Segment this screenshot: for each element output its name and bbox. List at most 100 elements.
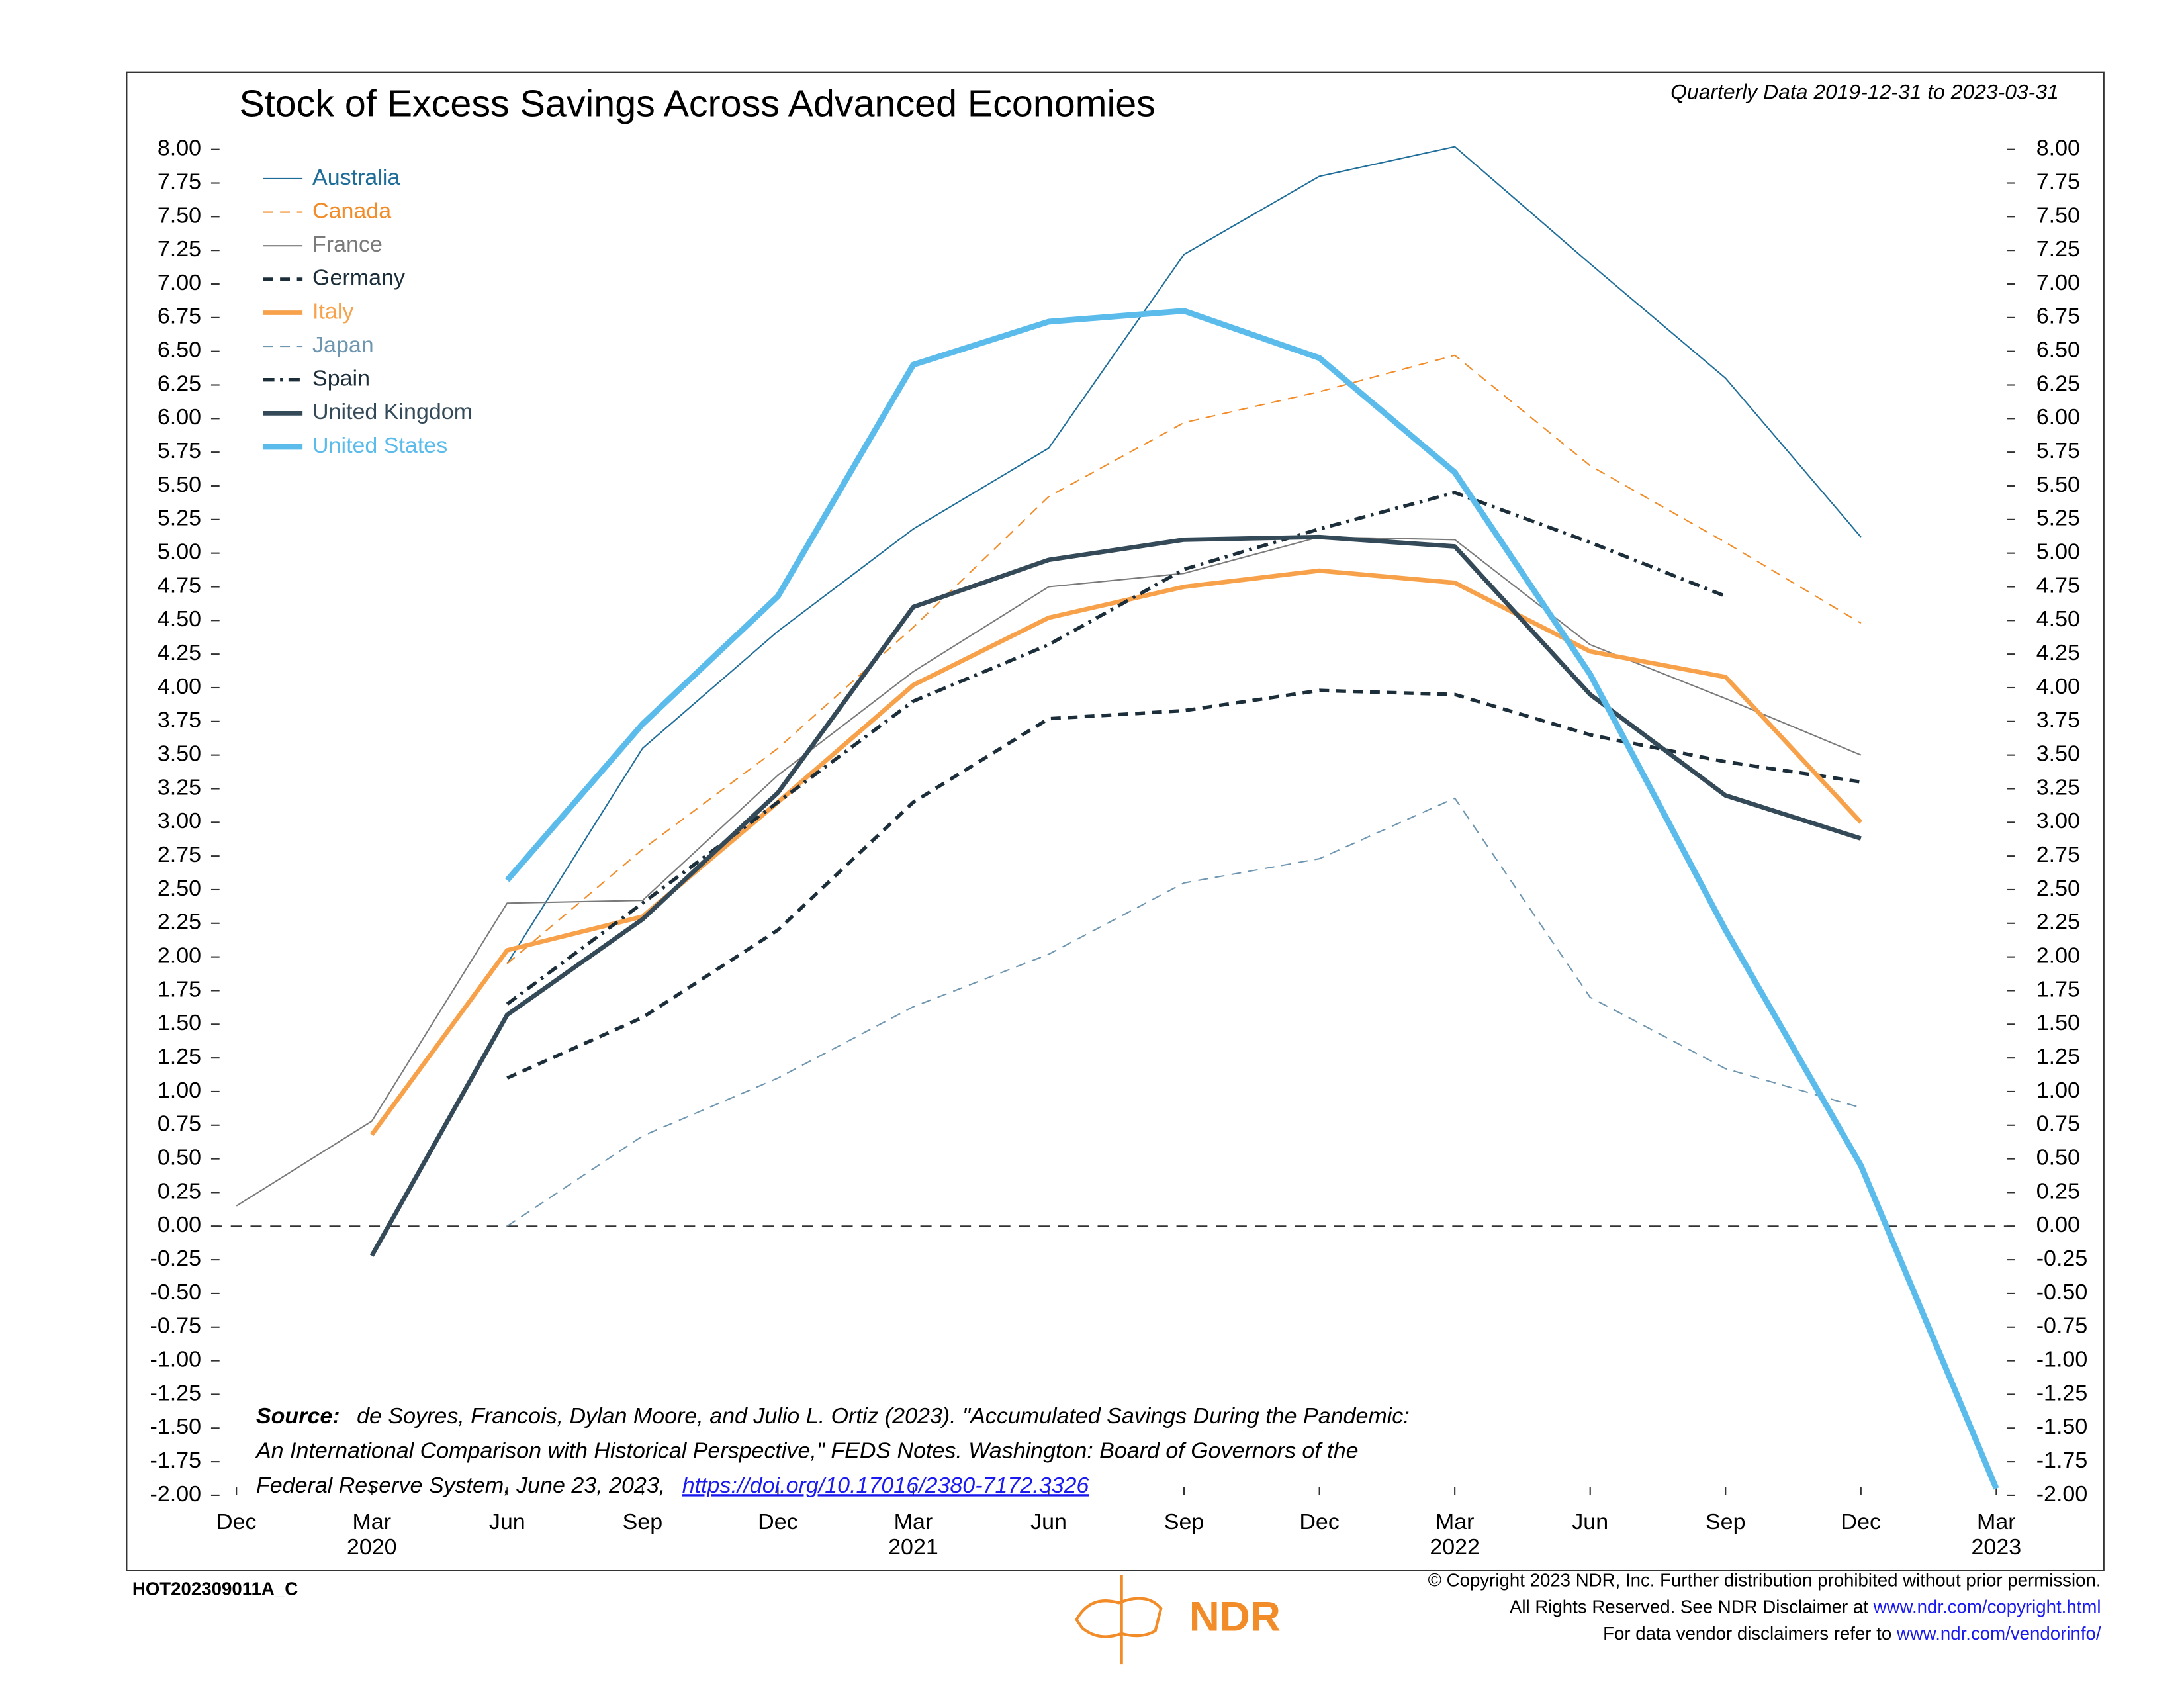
y-tick-label: -0.50 [150,1280,202,1305]
y2-tick-label: -0.25 [2036,1246,2088,1271]
series-line [506,354,1862,964]
frame [126,71,2105,1571]
y2-tick-label: 6.25 [2036,371,2080,397]
x-tick-label: Jun [489,1509,525,1534]
chart-title: Stock of Excess Savings Across Advanced … [239,83,1155,125]
y2-tick-label: -0.75 [2036,1313,2088,1338]
y-tick-label: 6.50 [158,338,201,363]
x-year-label: 2020 [347,1534,397,1560]
series-line [236,536,1862,1207]
y2-tick-label: 5.00 [2036,539,2080,565]
series-line [504,308,1999,1490]
y2-tick-label: 6.75 [2036,304,2080,329]
y-tick-label: 3.25 [158,775,201,800]
legend-label: Italy [312,299,353,324]
y2-tick-label: 2.50 [2036,876,2080,901]
y-tick-label: 0.25 [158,1178,201,1203]
legend-label: Canada [312,199,391,224]
y2-tick-label: 1.00 [2036,1078,2080,1103]
y-tick-label: 3.50 [158,741,201,767]
y2-tick-label: 1.25 [2036,1044,2080,1069]
source-note: Federal Reserve System, June 23, 2023, ht… [256,1473,1089,1498]
source-text: An International Comparison with Histori… [255,1438,1359,1464]
copyright-link: www.ndr.com/vendorinfo/ [1896,1623,2101,1644]
source-link: https://doi.org/10.17016/2380-7172.3326 [682,1473,1089,1498]
y2-tick-label: 3.75 [2036,708,2080,733]
y-tick-label: 5.75 [158,438,201,463]
y2-tick-label: 6.00 [2036,404,2080,430]
y-tick-label: 2.00 [158,943,201,968]
y2-tick-label: 5.50 [2036,472,2080,497]
source-note: Source: de Soyres, Francois, Dylan Moore,… [256,1403,1410,1429]
series-line [506,688,1862,1080]
x-tick-label: Dec [1841,1509,1882,1534]
y-tick-label: 1.00 [158,1078,201,1103]
y2-tick-label: 7.75 [2036,169,2080,195]
y-tick-label: 4.75 [158,573,201,598]
logo: NDR [1189,1593,1281,1640]
y-tick-label: -0.75 [150,1313,202,1338]
y-tick-label: 1.25 [158,1044,201,1069]
y-tick-label: -1.50 [150,1414,202,1439]
y2-tick-label: 1.75 [2036,977,2080,1002]
y-tick-label: 6.25 [158,371,201,397]
y2-tick-label: 4.25 [2036,640,2080,665]
y-tick-label: 7.50 [158,203,201,228]
y2-tick-label: -1.00 [2036,1347,2088,1372]
y2-tick-label: 5.75 [2036,438,2080,463]
series-line [506,491,1727,1006]
copyright-text: All Rights Reserved. See NDR Disclaimer … [1510,1597,1874,1617]
y-tick-label: 7.75 [158,169,201,195]
y-tick-label: 4.25 [158,640,201,665]
y2-tick-label: 8.00 [2036,136,2080,161]
series-line [506,146,1862,964]
y2-tick-label: 3.00 [2036,808,2080,833]
x-tick-label: Dec [216,1509,257,1534]
legend-label: Spain [312,366,370,391]
y2-tick-label: 3.25 [2036,775,2080,800]
y2-tick-label: 2.75 [2036,842,2080,867]
y-tick-label: 5.25 [158,506,201,531]
series-line [370,568,1863,1137]
y2-tick-label: 4.00 [2036,674,2080,699]
x-tick-label: Dec [1299,1509,1340,1534]
y2-tick-label: 2.00 [2036,943,2080,968]
x-tick-label: Sep [1164,1509,1205,1534]
y2-tick-label: 7.00 [2036,270,2080,295]
y2-tick-label: -1.75 [2036,1448,2088,1473]
y-tick-label: -2.00 [150,1481,202,1507]
source-note: An International Comparison with Histori… [255,1438,1359,1464]
x-year-label: 2022 [1430,1534,1480,1560]
y-tick-label: 6.00 [158,404,201,430]
y-tick-label: 6.75 [158,304,201,329]
y-tick-label: 8.00 [158,136,201,161]
chart-code: HOT202309011A_C [132,1579,298,1599]
y2-tick-label: 4.50 [2036,606,2080,632]
copyright-text: For data vendor disclaimers refer to [1603,1623,1897,1644]
series-line [369,534,1862,1257]
y2-tick-label: 6.50 [2036,338,2080,363]
y-tick-label: 4.50 [158,606,201,632]
y2-tick-label: 7.50 [2036,203,2080,228]
legend-label: United Kingdom [312,399,473,424]
source-text: de Soyres, Francois, Dylan Moore, and Ju… [357,1403,1410,1429]
copyright: For data vendor disclaimers refer to www… [1603,1623,2101,1644]
y-tick-label: 7.00 [158,270,201,295]
y-tick-label: 0.50 [158,1145,201,1170]
x-tick-label: Sep [1706,1509,1746,1534]
y-tick-label: 5.00 [158,539,201,565]
y-tick-label: -1.25 [150,1380,202,1405]
source-text: Federal Reserve System, June 23, 2023, [256,1473,665,1498]
x-tick-label: Mar [1435,1509,1475,1534]
x-tick-label: Sep [623,1509,663,1534]
series-line [506,797,1862,1227]
y2-tick-label: 1.50 [2036,1010,2080,1035]
y-tick-label: 2.25 [158,910,201,935]
y2-tick-label: 4.75 [2036,573,2080,598]
y2-tick-label: 0.00 [2036,1212,2080,1237]
x-tick-label: Jun [1572,1509,1608,1534]
y-tick-label: -1.00 [150,1347,202,1372]
y-tick-label: 7.25 [158,236,201,261]
y-tick-label: 3.75 [158,708,201,733]
